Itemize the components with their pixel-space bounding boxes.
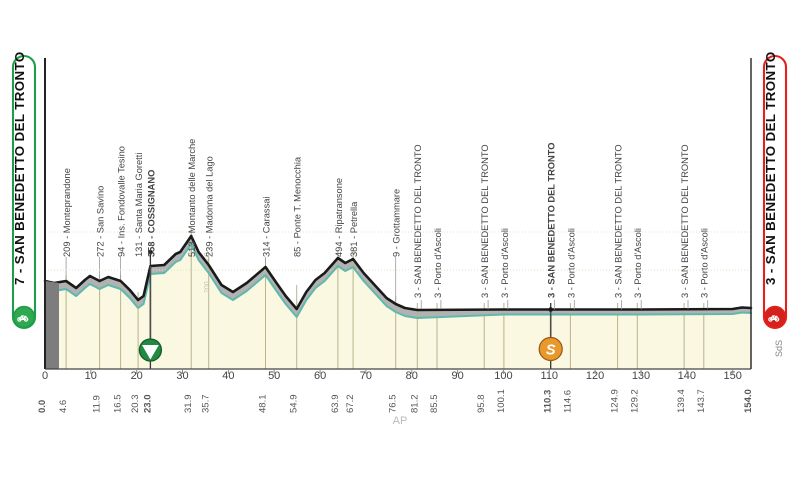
svg-text:0.0: 0.0 [37, 400, 48, 413]
svg-text:23.0: 23.0 [142, 395, 153, 414]
svg-text:54.9: 54.9 [289, 395, 300, 414]
svg-text:4.6: 4.6 [58, 400, 69, 413]
svg-text:76.5: 76.5 [388, 395, 399, 414]
svg-text:31.9: 31.9 [183, 395, 194, 414]
svg-text:67.2: 67.2 [345, 395, 356, 414]
svg-text:95.8: 95.8 [476, 395, 487, 414]
svg-text:35.7: 35.7 [201, 395, 212, 414]
svg-text:11.9: 11.9 [92, 395, 103, 413]
svg-text:124.9: 124.9 [610, 389, 621, 413]
svg-text:AP: AP [393, 415, 408, 427]
svg-text:154.0: 154.0 [743, 389, 754, 413]
svg-text:100.1: 100.1 [496, 389, 507, 413]
svg-text:81.2: 81.2 [409, 395, 420, 414]
svg-text:139.4: 139.4 [676, 389, 687, 413]
svg-text:143.7: 143.7 [696, 389, 707, 413]
svg-text:20.3: 20.3 [130, 395, 141, 414]
svg-text:129.2: 129.2 [629, 389, 640, 413]
svg-text:16.5: 16.5 [113, 395, 124, 414]
svg-text:114.6: 114.6 [562, 390, 573, 413]
svg-text:110.3: 110.3 [543, 390, 554, 413]
svg-text:48.1: 48.1 [258, 395, 269, 414]
svg-text:85.5: 85.5 [429, 395, 440, 414]
svg-text:63.9: 63.9 [330, 395, 341, 414]
svg-text:SdS: SdS [774, 340, 784, 357]
